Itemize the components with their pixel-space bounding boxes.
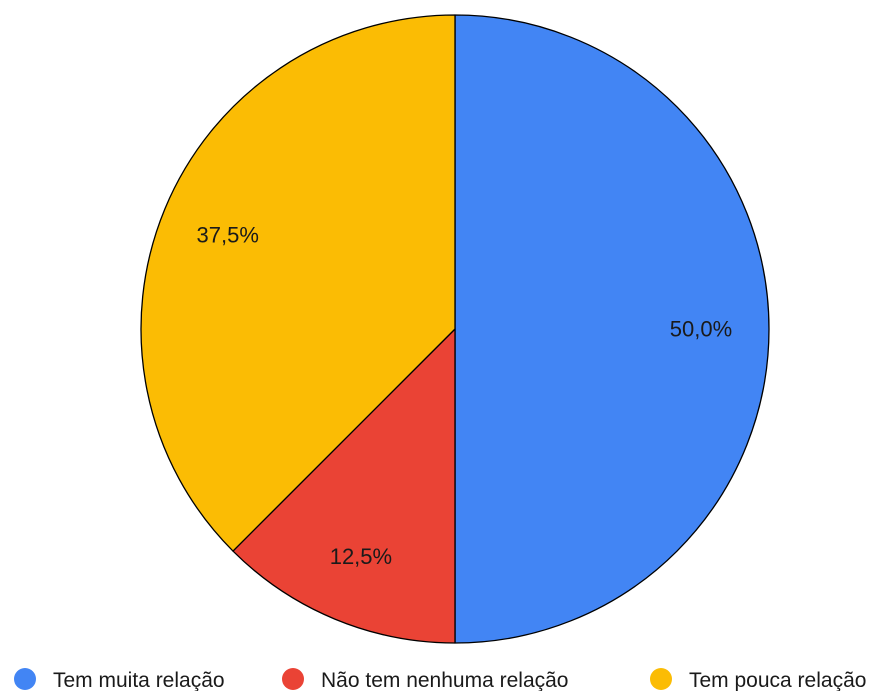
legend-swatch-nao-tem-nenhuma-relacao: [282, 668, 304, 690]
legend-swatch-tem-muita-relacao: [14, 668, 36, 690]
pie-slices: [140, 14, 770, 644]
chart-legend: Tem muita relação Não tem nenhuma relaçã…: [14, 668, 866, 691]
pie-slice-tem-muita-relacao: [454, 14, 770, 644]
pie-slice-nao-tem-nenhuma-relacao: [232, 328, 456, 644]
data-label-tem-muita-relacao: 50,0%: [670, 317, 732, 342]
legend-swatch-tem-pouca-relacao: [650, 668, 672, 690]
legend-label-tem-muita-relacao: Tem muita relação: [53, 669, 225, 691]
legend-label-nao-tem-nenhuma-relacao: Não tem nenhuma relação: [321, 669, 568, 691]
pie-slice-tem-pouca-relacao: [140, 14, 456, 552]
legend-label-tem-pouca-relacao: Tem pouca relação: [689, 669, 866, 691]
data-label-tem-pouca-relacao: 37,5%: [197, 222, 259, 247]
data-label-nao-tem-nenhuma-relacao: 12,5%: [330, 544, 392, 569]
pie-data-labels: 50,0% 12,5% 37,5%: [197, 222, 733, 568]
